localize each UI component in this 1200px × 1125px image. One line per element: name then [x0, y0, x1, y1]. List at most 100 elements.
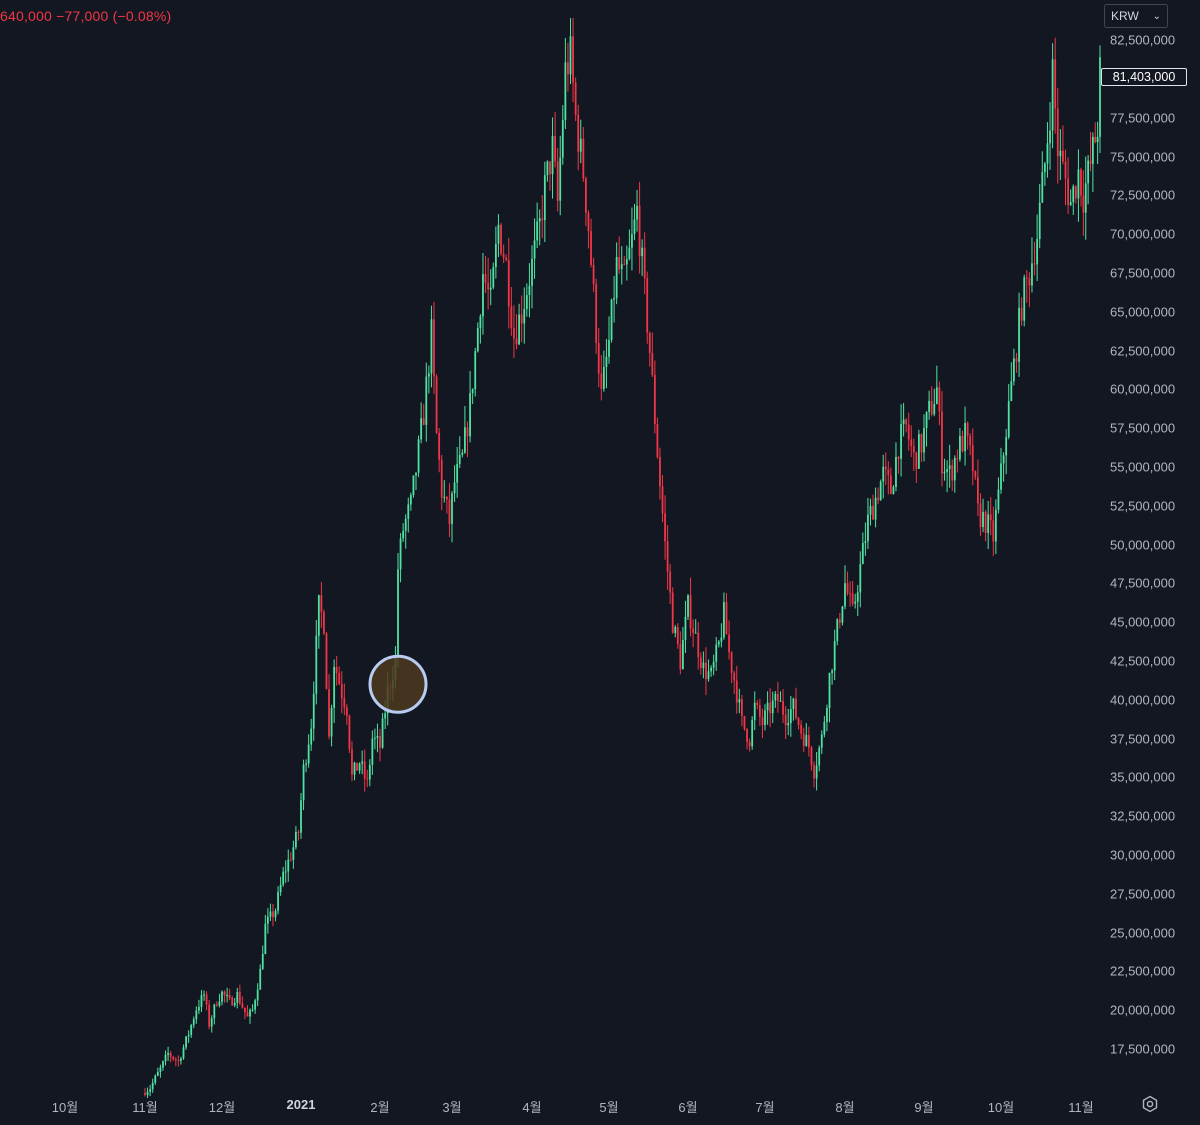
candle-body — [702, 662, 705, 668]
candle-body — [404, 518, 407, 531]
candle-body — [210, 1018, 213, 1027]
time-axis-tick-label: 4월 — [522, 1100, 542, 1115]
candle-body — [631, 234, 633, 248]
price-axis-tick-label: 40,000,000 — [1110, 692, 1176, 708]
candle-body — [864, 541, 867, 543]
candle-body — [384, 713, 387, 719]
candle-body — [177, 1060, 180, 1062]
price-axis-tick-label: 22,500,000 — [1110, 963, 1176, 979]
candle-body — [531, 258, 533, 286]
candle-body — [659, 457, 661, 487]
candle-body — [356, 762, 358, 771]
candle-body — [653, 375, 656, 424]
currency-select[interactable]: KRW ⌄ — [1104, 4, 1168, 28]
candle-body — [343, 697, 346, 708]
candle-body — [782, 700, 784, 715]
candle-body — [469, 393, 471, 437]
candle-body — [948, 465, 951, 470]
price-axis-tick-label: 52,500,000 — [1110, 498, 1176, 514]
candle-body — [692, 628, 695, 633]
price-axis-tick-label: 60,000,000 — [1110, 381, 1176, 397]
candle-body — [559, 157, 562, 201]
candle-body — [735, 680, 738, 703]
candle-body — [969, 436, 972, 446]
candle-body — [282, 871, 285, 885]
candle-body — [236, 991, 239, 1003]
candle-body — [777, 693, 779, 702]
candle-body — [510, 306, 513, 328]
candle-body — [608, 340, 610, 357]
candle-body — [615, 256, 618, 299]
candle-body — [538, 218, 541, 222]
candle-body — [518, 314, 520, 345]
candle-body — [971, 445, 974, 472]
candle-body — [815, 765, 818, 779]
candle-body — [679, 644, 682, 670]
candle-body — [638, 205, 641, 257]
candle-body — [756, 702, 759, 706]
candle-body — [348, 715, 351, 750]
candle-body — [164, 1054, 167, 1062]
time-axis-tick-label: 10월 — [51, 1100, 79, 1115]
candle-body — [682, 639, 684, 670]
candle-body — [567, 62, 569, 75]
price-axis-tick-label: 47,500,000 — [1110, 575, 1176, 591]
candle-body — [154, 1075, 157, 1083]
candle-body — [1049, 130, 1051, 144]
candle-body — [710, 667, 712, 672]
candle-body — [1064, 161, 1067, 179]
candle-body — [366, 778, 369, 780]
candle-body — [497, 224, 500, 244]
candle-body — [345, 707, 348, 716]
candle-body — [897, 456, 900, 459]
candle-body — [671, 592, 674, 634]
price-axis-tick-label: 57,500,000 — [1110, 420, 1176, 436]
price-axis-tick-label: 82,500,000 — [1110, 32, 1176, 48]
candle-body — [699, 657, 702, 668]
price-axis-tick-label: 45,000,000 — [1110, 614, 1176, 630]
candle-body — [720, 637, 723, 642]
price-axis-tick-label: 72,500,000 — [1110, 187, 1176, 203]
price-axis-tick-label: 25,000,000 — [1110, 925, 1176, 941]
candle-body — [779, 700, 782, 702]
time-axis-tick-label: 2월 — [370, 1100, 390, 1115]
candle-body — [1059, 150, 1062, 157]
candle-body — [261, 953, 264, 969]
candle-body — [1028, 278, 1031, 286]
candle-body — [905, 419, 908, 425]
candle-body — [174, 1059, 177, 1061]
candle-body — [628, 247, 631, 260]
candle-body — [371, 738, 374, 765]
candle-body — [187, 1035, 190, 1037]
candle-body — [266, 916, 269, 924]
candle-body — [818, 747, 821, 766]
candle-body — [198, 1006, 200, 1011]
settings-button[interactable] — [1141, 1095, 1159, 1113]
candle-body — [625, 259, 628, 265]
candle-body — [758, 705, 761, 717]
candle-body — [223, 991, 226, 996]
candle-body — [172, 1056, 175, 1060]
candle-body — [828, 673, 831, 708]
candle-body — [641, 247, 644, 257]
time-axis-tick-label: 12월 — [208, 1100, 236, 1115]
candle-body — [992, 520, 995, 542]
candle-body — [1007, 401, 1010, 438]
candle-body — [528, 285, 531, 296]
candle-body — [907, 424, 910, 440]
candle-body — [1074, 186, 1077, 199]
candle-body — [1043, 163, 1046, 173]
candle-body — [156, 1072, 159, 1076]
price-axis-tick-label: 70,000,000 — [1110, 226, 1176, 242]
candle-body — [889, 475, 892, 494]
time-axis-tick-label: 9월 — [914, 1100, 934, 1115]
candle-body — [694, 632, 697, 634]
candle-body — [810, 747, 813, 766]
candle-body — [317, 595, 320, 636]
candle-body — [787, 723, 790, 726]
candle-body — [525, 295, 528, 310]
candle-body — [238, 991, 241, 1004]
highlight-circle — [368, 654, 428, 714]
